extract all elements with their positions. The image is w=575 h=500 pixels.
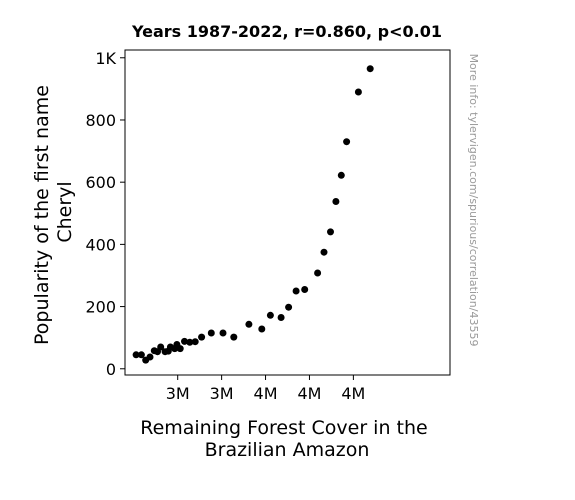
data-point: [191, 338, 199, 346]
data-point: [181, 337, 188, 345]
x-tick-label: 3M: [210, 384, 234, 403]
data-point: [137, 351, 145, 359]
data-point: [266, 311, 274, 319]
data-point: [277, 314, 285, 321]
x-tick-label: 4M: [297, 384, 321, 403]
y-axis-label: Popularity of the first name Cheryl: [31, 79, 76, 345]
data-point: [132, 351, 140, 359]
data-point: [354, 88, 362, 96]
data-point: [332, 198, 340, 205]
y-tick-label: 400: [85, 235, 116, 254]
data-point: [245, 320, 253, 328]
data-point: [337, 171, 345, 179]
data-point: [366, 65, 374, 73]
data-point: [327, 228, 334, 236]
data-point: [157, 343, 165, 351]
data-point: [320, 248, 328, 256]
data-point: [219, 329, 227, 337]
data-point: [285, 303, 293, 311]
y-axis-label-line-1: Popularity of the first name: [31, 85, 53, 345]
data-point: [314, 269, 322, 277]
x-axis-label: Remaining Forest Cover in the Brazilian …: [140, 417, 434, 461]
y-tick-label: 600: [85, 173, 116, 192]
x-tick-label: 3M: [166, 384, 190, 403]
x-axis-label-line-1: Remaining Forest Cover in the: [140, 417, 428, 439]
x-tick-label: 4M: [254, 384, 278, 403]
data-point: [198, 333, 206, 341]
y-axis-label-line-2: Cheryl: [54, 181, 76, 242]
y-tick-label: 200: [85, 298, 116, 317]
watermark-text: More info: tylervigen.com/spurious/corre…: [467, 54, 480, 347]
data-points: [132, 65, 374, 364]
data-point: [301, 286, 309, 293]
plot-area-frame: [124, 49, 451, 376]
data-point: [176, 345, 184, 353]
data-point: [186, 338, 194, 346]
data-point: [292, 287, 300, 295]
data-point: [207, 329, 215, 337]
svg-text:Popularity of the first name: Popularity of the first name Cheryl: [31, 79, 76, 345]
chart-title: Years 1987-2022, r=0.860, p<0.01: [131, 22, 442, 41]
y-tick-label: 0: [106, 360, 116, 379]
y-tick-label: 800: [85, 111, 116, 130]
x-tick-label: 4M: [341, 384, 365, 403]
x-axis-ticks: 3M 3M 4M 4M 4M: [166, 375, 365, 403]
y-tick-label: 1K: [95, 49, 116, 68]
data-point: [230, 333, 238, 341]
data-point: [343, 138, 351, 146]
y-axis-ticks: 0 200 400 600 800 1K: [85, 49, 125, 379]
data-point: [146, 353, 154, 361]
data-point: [258, 325, 266, 333]
x-axis-label-line-2: Brazilian Amazon: [205, 439, 370, 461]
